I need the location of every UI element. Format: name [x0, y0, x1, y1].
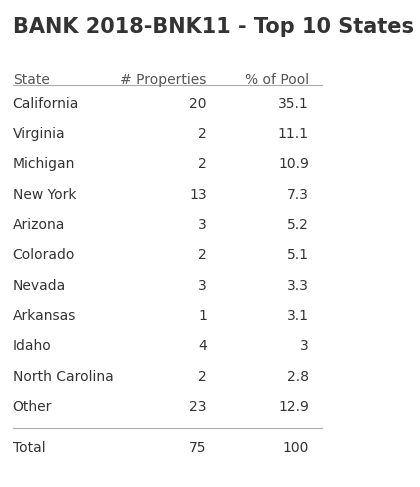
Text: 3: 3 [198, 218, 207, 232]
Text: 10.9: 10.9 [278, 157, 309, 171]
Text: Idaho: Idaho [13, 339, 51, 353]
Text: Colorado: Colorado [13, 248, 75, 262]
Text: 5.2: 5.2 [287, 218, 309, 232]
Text: California: California [13, 96, 79, 111]
Text: 2.8: 2.8 [287, 370, 309, 384]
Text: 35.1: 35.1 [278, 96, 309, 111]
Text: 75: 75 [189, 441, 207, 455]
Text: Virginia: Virginia [13, 127, 65, 141]
Text: 12.9: 12.9 [278, 400, 309, 414]
Text: 2: 2 [198, 248, 207, 262]
Text: 4: 4 [198, 339, 207, 353]
Text: State: State [13, 73, 50, 87]
Text: Michigan: Michigan [13, 157, 75, 171]
Text: 3.1: 3.1 [287, 309, 309, 323]
Text: 13: 13 [189, 187, 207, 202]
Text: 3: 3 [198, 279, 207, 293]
Text: 2: 2 [198, 157, 207, 171]
Text: 7.3: 7.3 [287, 187, 309, 202]
Text: North Carolina: North Carolina [13, 370, 113, 384]
Text: 3.3: 3.3 [287, 279, 309, 293]
Text: 20: 20 [189, 96, 207, 111]
Text: 23: 23 [189, 400, 207, 414]
Text: Arkansas: Arkansas [13, 309, 76, 323]
Text: 5.1: 5.1 [287, 248, 309, 262]
Text: 3: 3 [300, 339, 309, 353]
Text: Total: Total [13, 441, 45, 455]
Text: 11.1: 11.1 [278, 127, 309, 141]
Text: BANK 2018-BNK11 - Top 10 States: BANK 2018-BNK11 - Top 10 States [13, 17, 414, 37]
Text: # Properties: # Properties [121, 73, 207, 87]
Text: Other: Other [13, 400, 52, 414]
Text: % of Pool: % of Pool [245, 73, 309, 87]
Text: 2: 2 [198, 127, 207, 141]
Text: 2: 2 [198, 370, 207, 384]
Text: Arizona: Arizona [13, 218, 65, 232]
Text: 100: 100 [283, 441, 309, 455]
Text: 1: 1 [198, 309, 207, 323]
Text: Nevada: Nevada [13, 279, 66, 293]
Text: New York: New York [13, 187, 76, 202]
